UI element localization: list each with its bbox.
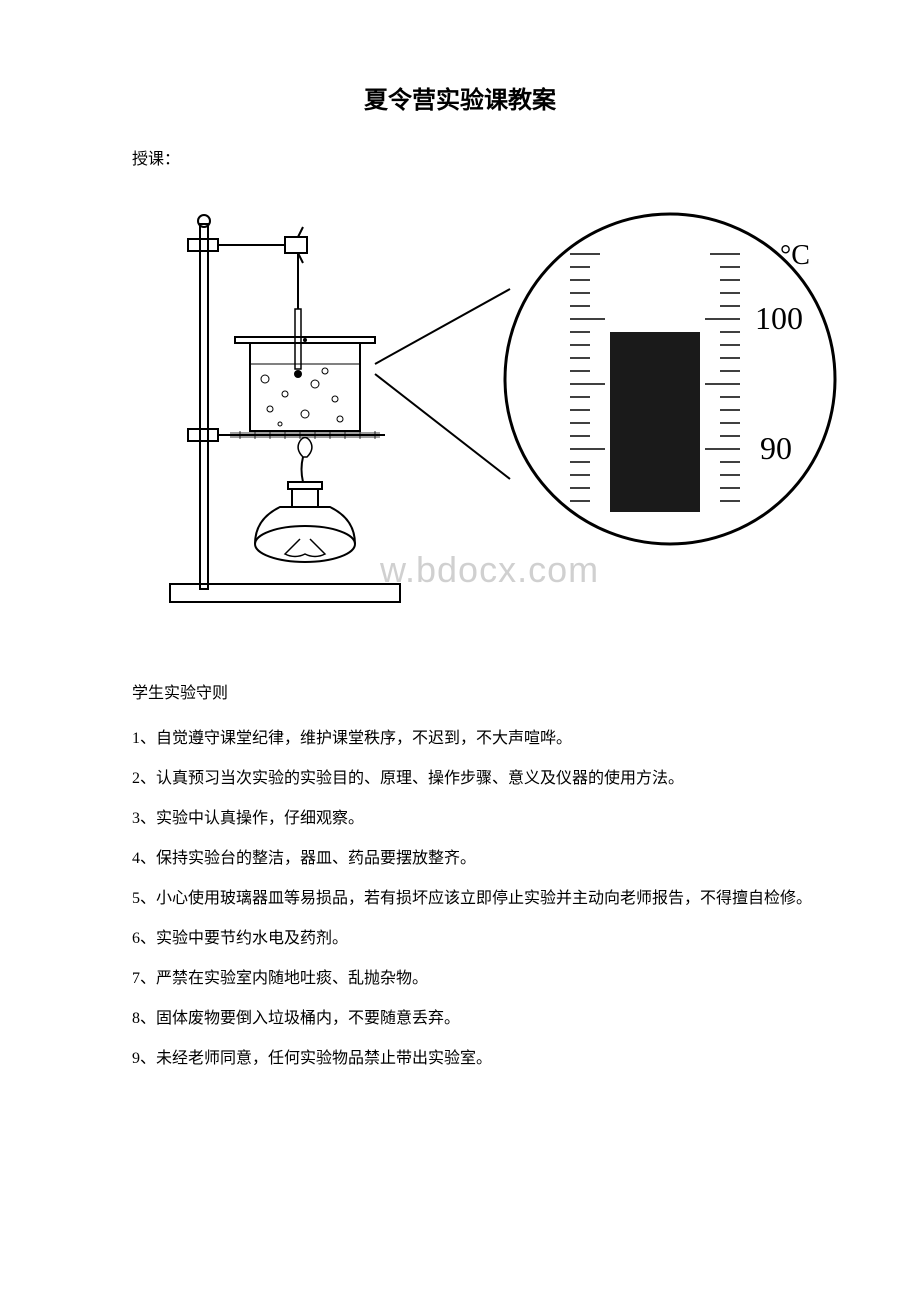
rule-4: 4、保持实验台的整洁，器皿、药品要摆放整齐。	[100, 843, 820, 875]
instructor-label: 授课：	[100, 145, 820, 169]
rule-3: 3、实验中认真操作，仔细观察。	[100, 803, 820, 835]
thermometer-90: 90	[760, 430, 792, 466]
thermometer-100: 100	[755, 300, 803, 336]
document-title: 夏令营实验课教案	[100, 80, 820, 115]
thermometer-unit: °C	[780, 240, 810, 271]
rule-9: 9、未经老师同意，任何实验物品禁止带出实验室。	[100, 1043, 820, 1075]
experiment-diagram: °C 100 90 w.bdocx.com	[140, 199, 860, 619]
rule-7: 7、严禁在实验室内随地吐痰、乱抛杂物。	[100, 963, 820, 995]
watermark: w.bdocx.com	[380, 549, 599, 591]
rule-5: 5、小心使用玻璃器皿等易损品，若有损坏应该立即停止实验并主动向老师报告，不得擅自…	[100, 883, 820, 915]
rules-section-title: 学生实验守则	[100, 679, 820, 703]
rule-8: 8、固体废物要倒入垃圾桶内，不要随意丢弃。	[100, 1003, 820, 1035]
rule-1: 1、自觉遵守课堂纪律，维护课堂秩序，不迟到，不大声喧哗。	[100, 723, 820, 755]
rule-6: 6、实验中要节约水电及药剂。	[100, 923, 820, 955]
rule-2: 2、认真预习当次实验的实验目的、原理、操作步骤、意义及仪器的使用方法。	[100, 763, 820, 795]
